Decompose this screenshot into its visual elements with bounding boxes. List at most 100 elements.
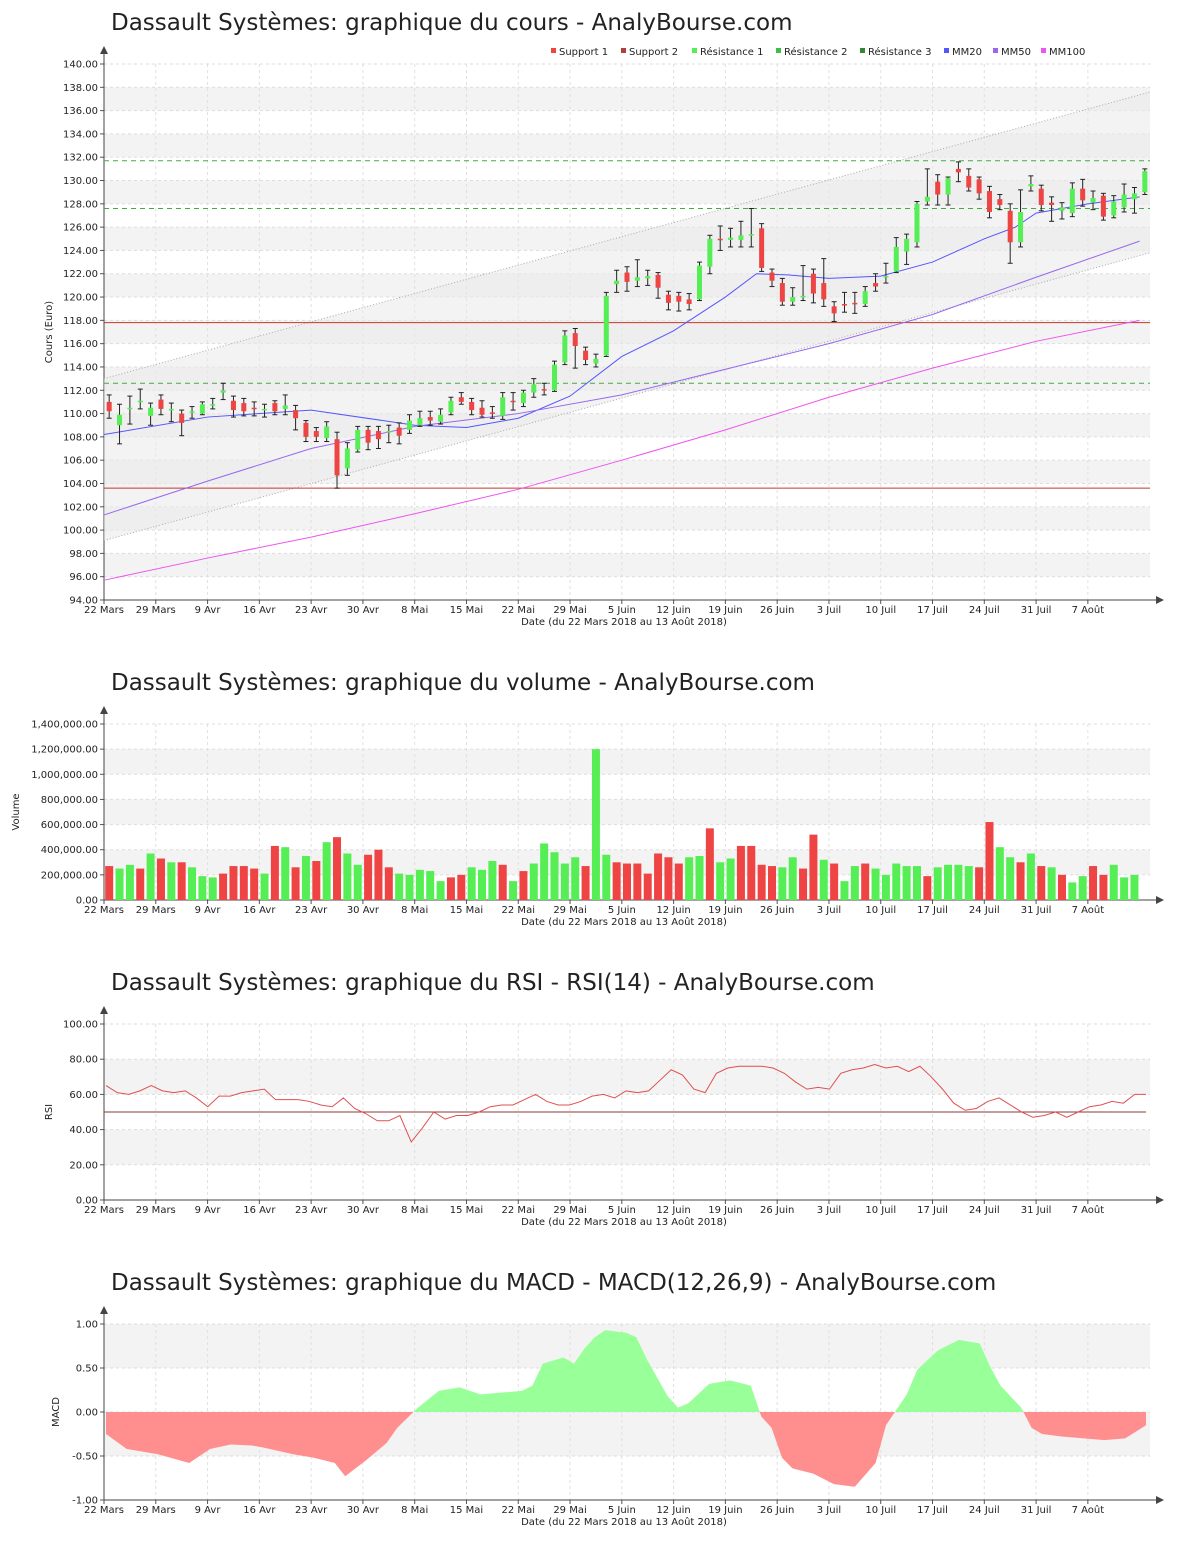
candle-body	[448, 400, 454, 413]
candle-body	[417, 418, 423, 426]
candle-body	[344, 448, 350, 469]
x-tick-label: 3 Juil	[817, 1205, 841, 1216]
x-tick-label: 22 Mars	[84, 905, 124, 916]
volume-bar	[840, 881, 849, 900]
candle-body	[955, 168, 961, 173]
candle-body	[365, 429, 371, 443]
y-tick-label: 116.00	[63, 339, 98, 350]
rsi-chart-title: Dassault Systèmes: graphique du RSI - RS…	[111, 970, 875, 996]
y-tick-label: 130.00	[63, 176, 98, 187]
candle-body	[779, 283, 785, 302]
candle-body	[396, 427, 402, 436]
legend-label: MM100	[1049, 47, 1085, 58]
x-tick-label: 29 Mars	[136, 1205, 176, 1216]
volume-bar	[125, 864, 134, 900]
candle-body	[158, 399, 164, 409]
candle-body	[614, 280, 620, 285]
volume-bar	[177, 862, 186, 900]
candle-body	[179, 413, 185, 423]
mm50-line	[103, 240, 1140, 516]
volume-chart: 0.00 200,000.00 400,000.00 600,000.00 800,00…	[11, 706, 1164, 928]
y-axis-title: RSI	[44, 1104, 55, 1120]
candle-body	[168, 408, 174, 411]
rsi-panel: Dassault Systèmes: graphique du RSI - RS…	[0, 960, 1200, 1240]
volume-bar	[384, 867, 393, 900]
candle-body	[262, 408, 268, 411]
volume-bar	[167, 862, 176, 900]
y-axis-arrow	[100, 706, 108, 714]
x-tick-label: 29 Mai	[553, 1205, 586, 1216]
volume-bar	[892, 863, 901, 900]
legend-label: Résistance 1	[700, 46, 763, 58]
volume-bar	[260, 873, 269, 900]
x-tick-label: 23 Avr	[295, 1205, 328, 1216]
volume-bar	[747, 845, 756, 900]
candle-body	[148, 407, 154, 416]
grid-band	[104, 749, 1150, 775]
x-tick-label: 15 Mai	[450, 605, 483, 616]
x-tick-label: 7 Août	[1072, 1204, 1105, 1216]
volume-bar	[571, 857, 580, 900]
x-tick-label: 24 Juil	[969, 1205, 1000, 1216]
candle-body	[427, 417, 433, 421]
candle-body	[1121, 194, 1127, 208]
volume-bar	[736, 845, 745, 900]
x-tick-label: 10 Juil	[865, 1205, 896, 1216]
volume-bar	[436, 881, 445, 900]
y-axis-arrow	[100, 46, 108, 54]
candle-body	[106, 401, 112, 412]
volume-bar	[415, 869, 424, 900]
candle-body	[769, 272, 775, 281]
x-tick-label: 26 Juin	[760, 1205, 794, 1216]
candle-body	[500, 397, 506, 416]
volume-bar	[239, 866, 248, 900]
candle-body	[313, 431, 319, 437]
x-tick-label: 31 Juil	[1021, 605, 1052, 616]
x-tick-label: 22 Mars	[84, 605, 124, 616]
x-tick-label: 29 Mai	[553, 905, 586, 916]
y-tick-label: 0.00	[76, 896, 98, 907]
volume-bar	[550, 852, 559, 900]
y-tick-label: 124.00	[63, 246, 98, 257]
grid-band	[104, 799, 1150, 825]
x-tick-label: 19 Juin	[708, 605, 742, 616]
candle-body	[189, 411, 195, 413]
y-tick-label: 0.50	[76, 1364, 98, 1375]
volume-bar	[861, 863, 870, 900]
x-tick-label: 8 Mai	[401, 605, 428, 616]
x-tick-label: 30 Avr	[347, 605, 380, 616]
y-tick-label: 128.00	[63, 199, 98, 210]
candle-body	[282, 405, 288, 409]
grid-band	[104, 133, 1150, 158]
candle-body	[230, 400, 236, 411]
volume-bar	[1068, 882, 1077, 900]
candle-body	[241, 403, 247, 412]
candle-body	[800, 295, 806, 298]
volume-bar	[540, 843, 549, 900]
x-tick-label: 16 Avr	[243, 605, 276, 616]
volume-bar	[1099, 874, 1108, 900]
candle-body	[117, 414, 123, 426]
y-tick-label: 94.00	[69, 596, 98, 607]
volume-bar	[1120, 877, 1129, 900]
candle-body	[1069, 188, 1075, 214]
volume-bar	[705, 828, 714, 900]
x-tick-label: 26 Juin	[760, 1505, 794, 1516]
volume-bar	[301, 856, 310, 900]
candle-body	[821, 283, 827, 300]
x-tick-label: 5 Juin	[608, 905, 636, 916]
y-tick-label: 120.00	[63, 293, 98, 304]
volume-bar	[1109, 864, 1118, 900]
y-tick-label: 104.00	[63, 479, 98, 490]
legend-label: Support 1	[559, 47, 608, 58]
y-axis-title: MACD	[51, 1397, 62, 1427]
candle-body	[1049, 202, 1055, 205]
candle-body	[272, 403, 278, 412]
volume-bar	[623, 863, 631, 900]
x-tick-label: 5 Juin	[608, 1505, 636, 1516]
candle-body	[458, 397, 464, 402]
y-tick-label: 126.00	[63, 223, 98, 234]
candle-body	[655, 274, 661, 288]
y-tick-label: 1,200,000.00	[31, 745, 98, 756]
y-tick-label: 1.00	[76, 1320, 98, 1331]
